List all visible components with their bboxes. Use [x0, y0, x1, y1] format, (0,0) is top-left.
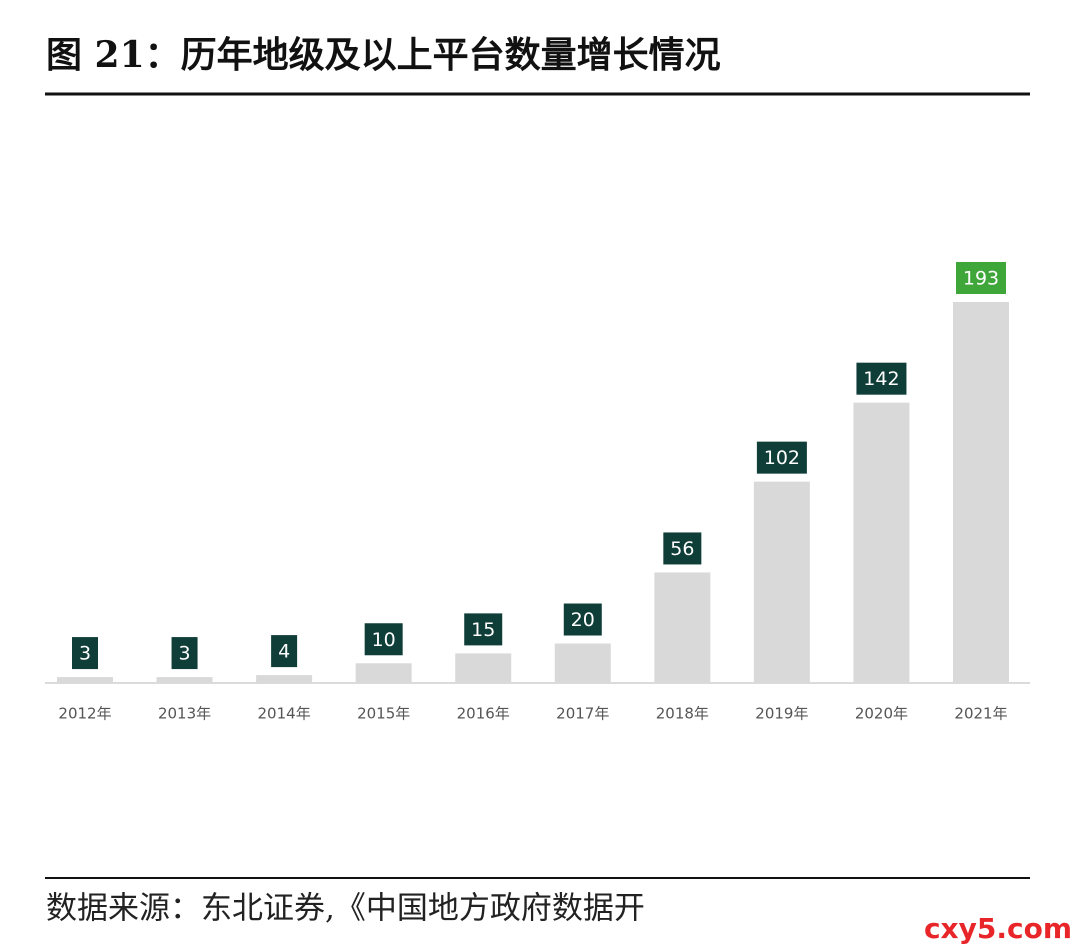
bar — [256, 675, 313, 683]
value-label-box — [271, 635, 298, 668]
bar — [57, 677, 113, 683]
value-label: 3 — [179, 643, 191, 665]
value-label-box — [856, 362, 907, 395]
x-tick-label: 2013年 — [158, 705, 211, 723]
bar — [753, 481, 810, 683]
bar — [654, 572, 711, 683]
value-label: 20 — [571, 609, 595, 631]
bar — [455, 653, 512, 683]
value-label: 10 — [372, 629, 396, 651]
source-note: 数据来源：东北证券,《中国地方政府数据开 — [46, 891, 645, 927]
value-label-box — [72, 637, 98, 670]
x-tick-label: 2015年 — [357, 705, 410, 723]
x-tick-label: 2014年 — [258, 705, 311, 723]
value-label: 142 — [863, 368, 899, 390]
value-label: 193 — [963, 268, 999, 290]
value-label: 15 — [471, 619, 495, 641]
value-label-box — [171, 637, 198, 670]
value-label-box — [464, 613, 503, 646]
value-label: 56 — [670, 538, 694, 560]
bar — [953, 302, 1009, 683]
value-label: 4 — [278, 641, 290, 663]
value-label: 3 — [79, 643, 91, 665]
value-label-box — [756, 441, 807, 474]
x-tick-label: 2019年 — [755, 705, 808, 723]
bar — [355, 663, 412, 683]
x-tick-label: 2021年 — [954, 705, 1007, 723]
chart-title: 图 21：历年地级及以上平台数量增长情况 — [46, 34, 721, 76]
x-tick-label: 2020年 — [855, 705, 908, 723]
value-label-box — [563, 603, 602, 636]
x-tick-label: 2018年 — [656, 705, 709, 723]
bar — [156, 677, 213, 683]
x-tick-label: 2012年 — [58, 705, 111, 723]
value-label-box — [956, 262, 1006, 294]
value-label-box — [663, 532, 702, 565]
bar — [554, 643, 611, 683]
value-label: 102 — [764, 447, 800, 469]
watermark: cxy5.com — [924, 912, 1072, 945]
x-tick-label: 2016年 — [457, 705, 510, 723]
bar — [853, 402, 910, 683]
value-label-box — [364, 623, 403, 656]
x-tick-label: 2017年 — [556, 705, 609, 723]
